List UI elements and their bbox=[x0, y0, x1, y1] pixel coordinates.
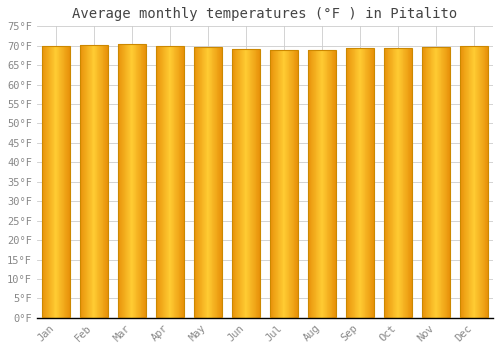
Bar bbox=[308, 50, 336, 318]
Bar bbox=[156, 46, 184, 318]
Title: Average monthly temperatures (°F ) in Pitalito: Average monthly temperatures (°F ) in Pi… bbox=[72, 7, 458, 21]
Bar bbox=[422, 47, 450, 318]
Bar bbox=[346, 48, 374, 318]
Bar bbox=[460, 47, 487, 318]
Bar bbox=[118, 44, 146, 318]
Bar bbox=[384, 48, 411, 318]
Bar bbox=[80, 44, 108, 318]
Bar bbox=[270, 50, 297, 318]
Bar bbox=[42, 46, 70, 318]
Bar bbox=[232, 49, 260, 318]
Bar bbox=[194, 47, 222, 318]
